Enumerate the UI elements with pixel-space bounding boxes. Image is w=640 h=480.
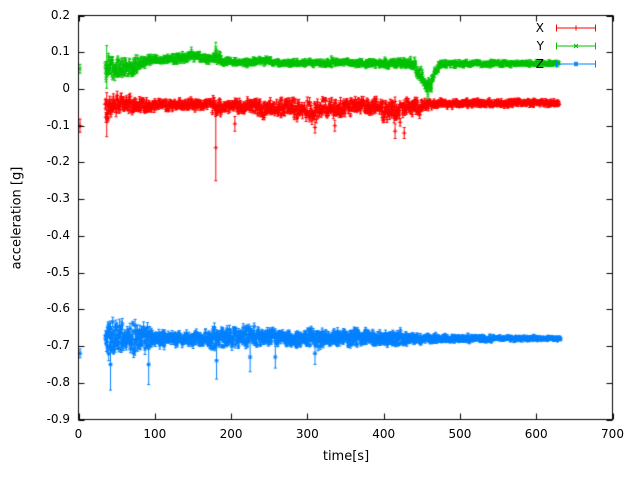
legend-label-z: Z (535, 57, 544, 71)
y-tick-label: 0.2 (50, 7, 70, 22)
legend-marker-x (556, 24, 596, 32)
legend-sample-y-line (556, 42, 596, 50)
y-tick-label: 0 (62, 80, 70, 95)
legend-entry-y: Y (537, 39, 598, 53)
y-axis-label: acceleration [g] (9, 166, 25, 270)
y-tick-label: -0.5 (46, 264, 70, 279)
y-tick-label: -0.4 (46, 227, 70, 242)
y-tick-label: -0.7 (46, 338, 70, 353)
y-tick-label: -0.3 (46, 191, 70, 206)
legend: X Y Z (536, 21, 598, 71)
legend-label-x: X (535, 21, 544, 35)
x-tick-label: 700 (601, 426, 624, 441)
y-tick-label: -0.2 (46, 154, 70, 169)
x-axis-label: time[s] (322, 449, 370, 464)
y-tick-label: -0.8 (46, 374, 70, 389)
x-tick-label: 0 (74, 426, 83, 441)
legend-entry-z: Z (536, 57, 598, 71)
legend-label-y: Y (536, 39, 544, 53)
x-tick-label: 100 (143, 426, 167, 441)
x-tick-label: 500 (448, 426, 472, 441)
legend-marker-y (556, 42, 596, 50)
y-tick-label: -0.6 (46, 301, 70, 316)
y-tick-label: 0.1 (50, 44, 70, 59)
legend-marker-z (556, 60, 596, 68)
legend-sample-x-line (556, 24, 596, 32)
x-tick-label: 300 (295, 426, 319, 441)
x-tick-label: 400 (372, 426, 396, 441)
legend-entry-x: X (536, 21, 598, 35)
y-tick-label: -0.1 (46, 117, 70, 132)
x-tick-label: 200 (219, 426, 243, 441)
y-tick-label: -0.9 (46, 411, 70, 426)
legend-sample-z-line (556, 60, 596, 68)
x-tick-label: 600 (524, 426, 548, 441)
